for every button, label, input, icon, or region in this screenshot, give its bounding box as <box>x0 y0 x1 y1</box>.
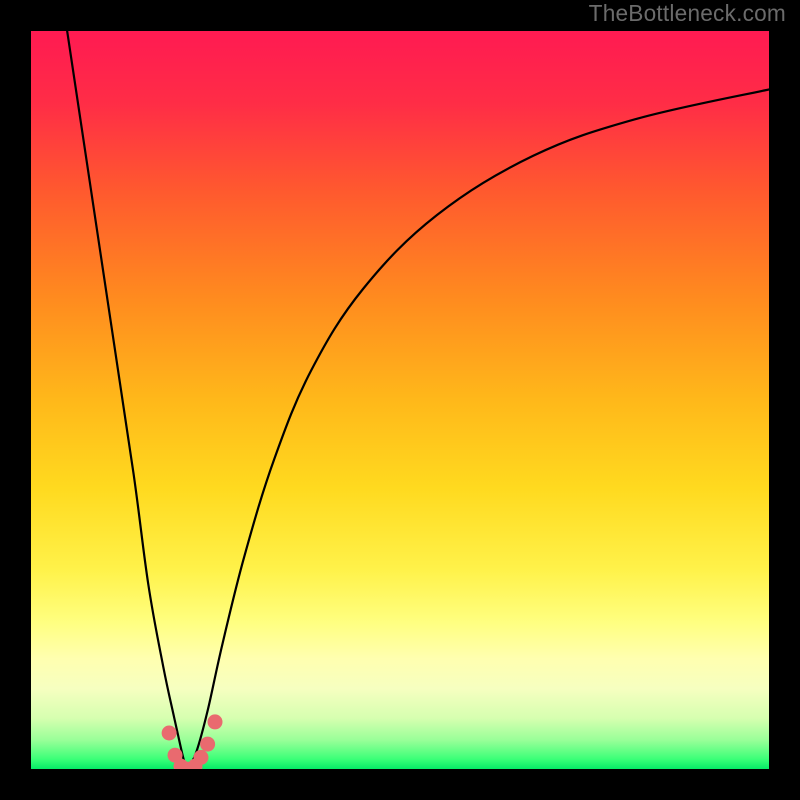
marker-point <box>200 737 215 752</box>
chart-container: TheBottleneck.com <box>0 0 800 800</box>
plot-gradient-background <box>30 30 770 770</box>
watermark-label: TheBottleneck.com <box>589 0 786 27</box>
marker-point <box>193 750 208 765</box>
bottleneck-curve-chart <box>0 0 800 800</box>
marker-point <box>208 714 223 729</box>
marker-point <box>162 726 177 741</box>
